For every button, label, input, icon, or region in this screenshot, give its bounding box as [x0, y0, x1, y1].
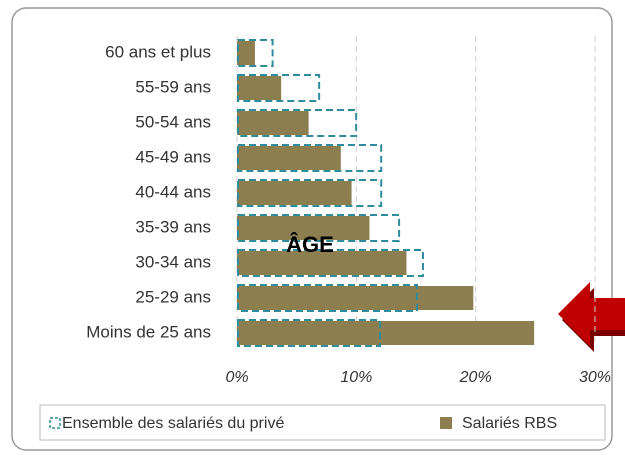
bar — [237, 41, 255, 65]
y-tick-label: 60 ans et plus — [105, 42, 211, 61]
legend-label: Salariés RBS — [462, 415, 557, 432]
bar-outline — [237, 74, 321, 102]
y-tick-label: 30-34 ans — [135, 252, 211, 271]
bar — [237, 286, 474, 310]
y-tick-label: 25-29 ans — [135, 287, 211, 306]
bar-outline — [237, 249, 424, 277]
y-tick-label: 40-44 ans — [135, 182, 211, 201]
x-tick-label: 0% — [225, 369, 248, 386]
bar — [237, 76, 282, 100]
x-tick-label: 20% — [459, 369, 492, 386]
bar-outline — [237, 284, 418, 312]
bar — [237, 111, 309, 135]
bar-outline — [237, 179, 383, 207]
bar — [237, 216, 370, 240]
annotation: ÂGE — [286, 232, 334, 257]
legend-swatch — [440, 417, 452, 429]
bar — [237, 181, 352, 205]
bar — [237, 146, 341, 170]
bar — [237, 251, 407, 275]
legend-box — [39, 404, 606, 441]
x-tick-label: 30% — [579, 369, 611, 386]
bar-outline — [237, 144, 383, 172]
y-tick-label: Moins de 25 ans — [86, 322, 211, 341]
legend-swatch — [49, 417, 61, 429]
bar-outline — [237, 39, 274, 67]
y-tick-label: 50-54 ans — [135, 112, 211, 131]
y-tick-label: 55-59 ans — [135, 77, 211, 96]
bar-outline — [237, 214, 401, 242]
bar-outline — [237, 319, 382, 347]
y-tick-label: 35-39 ans — [135, 217, 211, 236]
legend-label: Ensemble des salariés du privé — [62, 415, 284, 432]
y-tick-label: 45-49 ans — [135, 147, 211, 166]
x-tick-label: 10% — [340, 369, 372, 386]
bar — [237, 321, 535, 345]
arrow — [558, 282, 625, 352]
bar-outline — [237, 109, 358, 137]
